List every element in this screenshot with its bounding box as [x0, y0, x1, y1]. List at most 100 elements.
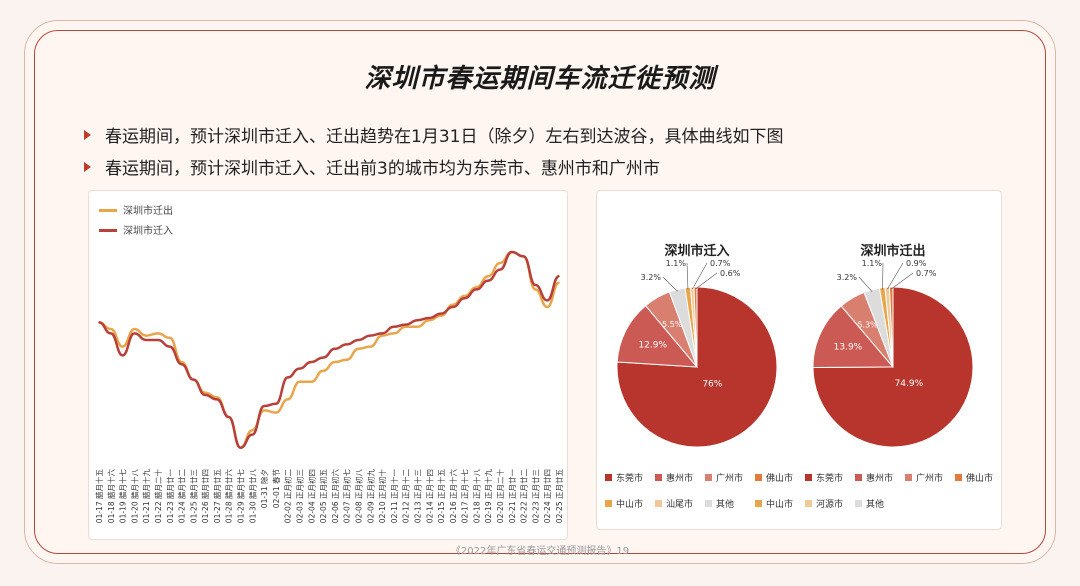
data-point: [522, 255, 525, 258]
x-tick-label: 01-21 腊月十九: [141, 469, 151, 524]
data-point: [121, 354, 124, 357]
x-tick-label: 01-24 腊月廿二: [177, 469, 187, 524]
x-tick-label: 01-31 除夕: [259, 469, 269, 508]
x-tick-label: 02-01 春节: [271, 469, 281, 509]
inner-frame: [34, 30, 1046, 554]
data-point: [263, 405, 265, 407]
x-tick-label: 01-30 腊月廿八: [247, 469, 257, 524]
data-point: [133, 328, 136, 330]
x-tick-label: 01-27 腊月廿五: [212, 469, 222, 524]
leader-line: [882, 262, 884, 290]
data-point: [546, 306, 549, 308]
pie-slice-label: 3.2%: [641, 273, 662, 282]
pie-legend-label: 东莞市: [616, 472, 643, 484]
x-tick-label: 01-22 腊月二十: [153, 469, 163, 524]
pie-legend-swatch: [655, 500, 662, 507]
data-point: [381, 334, 383, 337]
x-tick-label: 02-14 正月十四: [424, 469, 434, 523]
legend-swatch-out: [99, 209, 117, 212]
data-point: [369, 334, 372, 337]
data-point: [345, 343, 348, 346]
data-point: [428, 317, 431, 319]
data-point: [216, 396, 218, 398]
data-point: [511, 251, 513, 253]
x-tick-label: 02-06 正月初六: [330, 469, 340, 524]
bullet-text-2: 春运期间，预计深圳市迁入、迁出前3的城市均为东莞市、惠州市和广州市: [105, 159, 660, 179]
x-tick-label: 02-25 正月廿五: [554, 469, 564, 524]
x-tick-label: 02-23 正月廿三: [530, 469, 540, 523]
pie-legend-label: 中山市: [766, 498, 793, 510]
x-tick-label: 02-15 正月十五: [436, 469, 446, 524]
x-tick-label: 01-23 腊月廿一: [165, 469, 175, 524]
pie-legend-swatch: [805, 500, 812, 507]
data-point: [192, 378, 195, 381]
data-point: [157, 332, 159, 335]
data-point: [369, 345, 372, 348]
leader-line: [692, 262, 708, 290]
pie-slice-label: 1.1%: [862, 259, 883, 268]
pie-legend-label: 惠州市: [666, 472, 693, 484]
pie-slice-label: 76%: [702, 379, 722, 389]
x-tick-label: 02-09 正月初九: [365, 469, 375, 524]
leader-line: [887, 262, 904, 290]
data-point: [463, 295, 466, 297]
data-point: [286, 398, 289, 401]
x-tick-label: 02-10 正月初十: [377, 469, 387, 524]
data-point: [475, 288, 478, 291]
pie-legend-label: 其他: [866, 498, 884, 510]
pie-legend-swatch: [705, 474, 712, 481]
data-point: [381, 332, 383, 335]
x-tick-label: 02-19 正月十九: [483, 469, 493, 524]
data-point: [452, 306, 454, 308]
pie-legend-label: 广州市: [916, 472, 943, 484]
x-tick-label: 02-13 正月十三: [412, 469, 422, 523]
x-tick-label: 01-28 腊月廿六: [224, 469, 234, 524]
x-tick-label: 02-08 正月初八: [353, 469, 363, 524]
series-line-out: [98, 250, 560, 450]
data-point: [298, 367, 301, 370]
data-point: [322, 370, 324, 372]
triangle-bullet-icon: [84, 161, 91, 172]
pie-slice-label: 1.1%: [666, 259, 687, 268]
line-chart-panel: 深圳市迁出 深圳市迁入 01-17 腊月十五 01-18 腊月十六 01-19 腊月…: [88, 190, 568, 540]
x-tick-label: 02-04 正月初四: [306, 469, 316, 523]
page-title: 深圳市春运期间车流迁徙预测: [364, 64, 716, 94]
pie-slice-label: 5.5%: [662, 320, 683, 329]
data-point: [357, 348, 360, 350]
leader-line: [662, 276, 678, 292]
data-point: [416, 326, 419, 328]
pie-legend-label: 佛山市: [966, 472, 993, 484]
pie-legend-label: 中山市: [616, 498, 643, 510]
data-point: [534, 288, 537, 291]
pie-legend-swatch: [855, 474, 862, 481]
pie-legend-label: 惠州市: [866, 472, 893, 484]
x-tick-label: 02-22 正月廿二: [519, 469, 529, 524]
data-point: [275, 411, 277, 414]
pie-slice: [812, 305, 895, 369]
pie-slice: [616, 304, 699, 368]
data-point: [298, 381, 301, 383]
data-point: [334, 361, 336, 363]
data-point: [145, 334, 147, 337]
x-tick-label: 02-07 正月初七: [342, 469, 352, 524]
pie-chart-panel: 深圳市迁入 76% 12.9% 5.5% 3.2% 1.1% 0.7% 0.6% 深圳市迁出 74…: [596, 190, 1002, 530]
data-point: [204, 394, 206, 396]
x-tick-label: 01-17 腊月十五: [94, 469, 104, 524]
data-point: [133, 332, 136, 335]
x-tick-label: 02-21 正月廿一: [507, 469, 517, 524]
line-chart: 深圳市迁出 深圳市迁入 01-17 腊月十五 01-18 腊月十六 01-19 腊月…: [94, 204, 564, 524]
data-point: [204, 392, 206, 394]
data-point: [428, 319, 431, 321]
x-tick-label: 02-11 正月十一: [389, 469, 399, 524]
pie-legend-swatch: [805, 474, 812, 481]
data-point: [98, 321, 100, 324]
data-point: [275, 403, 277, 405]
bullet-item-1: 春运期间，预计深圳市迁入、迁出趋势在1月31日（除夕）左右到达波谷，具体曲线如下…: [84, 122, 783, 147]
data-point: [558, 282, 560, 284]
data-point: [157, 339, 159, 341]
data-point: [251, 429, 254, 431]
pie-legend-swatch: [955, 474, 962, 481]
x-tick-label: 02-18 正月十八: [471, 469, 481, 524]
pie-legend-label: 广州市: [716, 472, 743, 484]
data-point: [227, 416, 230, 418]
